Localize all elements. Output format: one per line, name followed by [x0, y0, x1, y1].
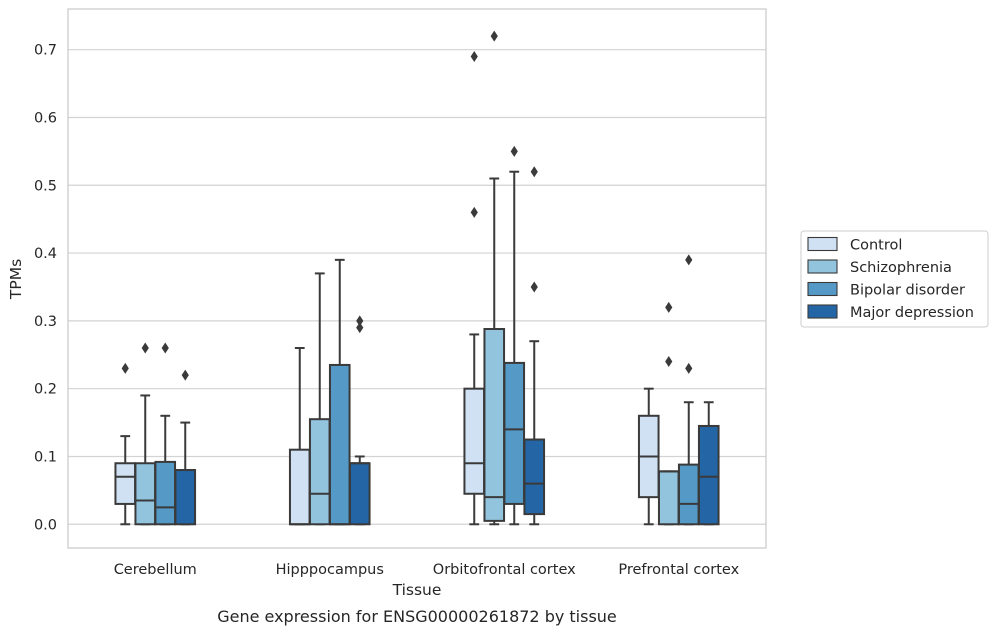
outlier-point [470, 50, 478, 62]
box-group [174, 369, 197, 526]
box-group [503, 145, 526, 526]
outlier-point [510, 145, 518, 157]
outlier-point [665, 301, 673, 313]
box-body [154, 460, 177, 526]
box-group [154, 342, 177, 526]
box-body [677, 463, 700, 526]
box-group [657, 301, 680, 526]
box-body [463, 387, 486, 495]
x-tick-labels: Cerebellum Hipppocampus Orbitofrontal cort… [114, 562, 740, 578]
box-marks [114, 30, 720, 526]
x-tick-label: Orbitofrontal cortex [433, 562, 576, 578]
box-group [114, 362, 137, 526]
outlier-point [685, 362, 693, 374]
legend-swatch [807, 304, 838, 319]
outlier-point [161, 342, 169, 354]
box-body [134, 462, 157, 526]
y-tick-label: 0.3 [34, 314, 57, 330]
legend-frame [800, 230, 989, 328]
gridlines [68, 49, 766, 525]
box-body [503, 361, 526, 505]
box-body [308, 418, 331, 526]
legend-label: Control [850, 238, 902, 254]
box-body [114, 462, 137, 505]
box-body [697, 424, 720, 526]
box-body [657, 470, 680, 526]
y-tick-label: 0.5 [34, 178, 57, 194]
legend-swatch [807, 259, 838, 274]
figure-caption: Gene expression for ENSG00000261872 by t… [217, 607, 617, 626]
y-tick-label: 0.1 [34, 449, 57, 465]
x-tick-label: Hipppocampus [276, 562, 384, 578]
y-tick-label: 0.7 [34, 43, 57, 59]
box-group [348, 315, 371, 526]
x-tick-label: Cerebellum [114, 562, 197, 578]
plot-frame [67, 8, 767, 549]
outlier-point [685, 254, 693, 266]
legend: Control Schizophrenia Bipolar disorder Majo… [800, 230, 989, 328]
outlier-point [530, 166, 538, 178]
x-tick-label: Prefrontal cortex [618, 562, 739, 578]
legend-label: Bipolar disorder [850, 283, 965, 299]
x-axis-title: Tissue [392, 581, 442, 599]
outlier-point [181, 369, 189, 381]
outlier-point [665, 356, 673, 368]
outlier-point [141, 342, 149, 354]
box-group [637, 387, 660, 526]
box-group [308, 272, 331, 526]
box-group [288, 346, 311, 526]
outlier-point [470, 206, 478, 218]
box-group [677, 254, 700, 526]
y-tick-label: 0.4 [34, 246, 57, 262]
box-body [174, 469, 197, 526]
outlier-point [530, 281, 538, 293]
box-body [348, 462, 371, 526]
outlier-point [356, 322, 364, 334]
box-body [523, 438, 546, 516]
box-body [328, 363, 351, 526]
y-tick-label: 0.6 [34, 110, 57, 126]
box-body [483, 328, 506, 522]
y-tick-labels: 0.0 0.1 0.2 0.3 0.4 0.5 0.6 0.7 [34, 43, 57, 534]
y-tick-label: 0.2 [34, 382, 57, 398]
y-axis-title: TPMs [7, 259, 25, 300]
box-group [328, 258, 351, 526]
box-group [697, 401, 720, 526]
box-group [523, 166, 546, 526]
outlier-point [121, 362, 129, 374]
legend-label: Major depression [850, 305, 974, 321]
legend-swatch [807, 236, 838, 252]
legend-swatch [807, 281, 838, 297]
box-group [463, 50, 486, 526]
outlier-point [490, 30, 498, 42]
box-group [134, 342, 157, 526]
y-tick-label: 0.0 [34, 517, 57, 533]
outlier-point [356, 315, 364, 327]
box-group [483, 30, 506, 526]
box-body [288, 448, 311, 526]
legend-label: Schizophrenia [850, 260, 952, 276]
